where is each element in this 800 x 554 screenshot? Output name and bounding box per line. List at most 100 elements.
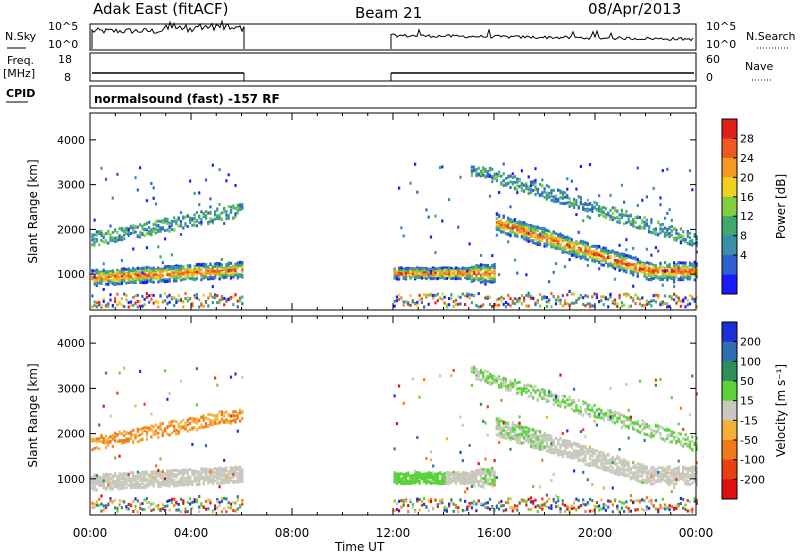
vel-cell bbox=[218, 481, 221, 485]
power-cell bbox=[218, 277, 221, 281]
vel-cell bbox=[429, 481, 433, 485]
power-cell bbox=[493, 280, 496, 284]
power-cell bbox=[609, 254, 612, 258]
power-cell bbox=[602, 303, 605, 307]
power-cell bbox=[666, 227, 669, 231]
vel-cell bbox=[118, 439, 121, 443]
power-cell bbox=[586, 242, 589, 246]
power-cell bbox=[139, 223, 142, 227]
power-cell bbox=[393, 275, 396, 279]
power-cell bbox=[477, 305, 480, 309]
power-cell bbox=[613, 267, 617, 271]
vel-cell bbox=[470, 501, 473, 505]
vel-cell bbox=[229, 419, 233, 423]
power-cell bbox=[620, 265, 623, 269]
vel-cell bbox=[129, 430, 133, 434]
power-cell bbox=[623, 257, 626, 261]
vel-cell bbox=[200, 476, 203, 480]
power-cell bbox=[609, 263, 612, 267]
power-cell bbox=[511, 172, 514, 176]
power-cell bbox=[236, 266, 239, 270]
power-cell bbox=[532, 180, 535, 184]
power-cell bbox=[166, 279, 169, 283]
power-cell bbox=[677, 299, 680, 303]
power-cell bbox=[477, 277, 480, 280]
power-cell bbox=[652, 228, 655, 232]
vel-cell bbox=[102, 486, 105, 490]
power-cell bbox=[563, 195, 567, 199]
power-cell bbox=[220, 263, 223, 267]
vel-cell bbox=[166, 473, 169, 477]
power-cell bbox=[236, 274, 239, 278]
power-cell bbox=[625, 292, 628, 296]
vel-cell bbox=[427, 480, 430, 484]
power-cell bbox=[557, 199, 560, 203]
power-cell bbox=[557, 295, 560, 299]
vel-cell bbox=[173, 475, 176, 478]
power-cell bbox=[693, 299, 696, 303]
power-ytick-label: 2000 bbox=[57, 223, 85, 236]
power-cell bbox=[684, 268, 687, 272]
power-cell bbox=[543, 235, 546, 239]
vel-cell bbox=[198, 482, 201, 486]
power-cell bbox=[520, 230, 523, 234]
vel-cell bbox=[179, 470, 183, 474]
power-cell bbox=[491, 254, 494, 258]
power-cell bbox=[214, 269, 217, 273]
power-cell bbox=[116, 268, 119, 272]
vel-cell bbox=[186, 483, 189, 487]
vel-cell bbox=[241, 478, 244, 482]
vel-cell bbox=[416, 476, 419, 479]
power-cell bbox=[538, 293, 542, 297]
vel-cell bbox=[479, 467, 483, 471]
vel-cell bbox=[427, 475, 430, 478]
power-cell bbox=[554, 242, 558, 245]
power-cell bbox=[557, 188, 560, 192]
vel-cell bbox=[100, 509, 103, 513]
power-cell bbox=[675, 228, 678, 232]
power-cell bbox=[570, 204, 573, 208]
power-cell bbox=[111, 281, 114, 285]
power-cell bbox=[454, 266, 458, 270]
power-cell bbox=[693, 273, 696, 277]
power-cell bbox=[595, 245, 598, 249]
power-cell bbox=[175, 279, 178, 283]
power-cell bbox=[434, 276, 437, 280]
power-cell bbox=[593, 252, 596, 256]
power-cell bbox=[552, 245, 555, 249]
vel-cell bbox=[239, 474, 242, 478]
power-cell bbox=[143, 227, 146, 231]
power-cell bbox=[93, 244, 96, 247]
vel-cell bbox=[227, 473, 230, 477]
vel-cell bbox=[407, 473, 410, 477]
power-cell bbox=[666, 229, 669, 233]
power-cell bbox=[516, 300, 519, 304]
power-cell bbox=[193, 295, 196, 299]
power-cell bbox=[593, 200, 596, 204]
power-cell bbox=[434, 270, 437, 273]
power-cell bbox=[634, 266, 637, 270]
power-cell bbox=[545, 184, 548, 188]
power-cell bbox=[104, 240, 108, 244]
power-cell bbox=[209, 276, 212, 280]
power-cell bbox=[439, 166, 442, 170]
power-cell bbox=[120, 238, 123, 242]
power-cell bbox=[620, 267, 623, 271]
vel-cell bbox=[168, 499, 171, 502]
power-cell bbox=[468, 293, 471, 296]
vel-cell bbox=[189, 480, 192, 484]
vel-cell bbox=[91, 486, 94, 490]
vel-cell bbox=[143, 470, 146, 474]
power-cell bbox=[100, 277, 103, 281]
power-cell bbox=[520, 183, 523, 187]
power-cell bbox=[532, 239, 535, 243]
vel-cell bbox=[461, 481, 464, 485]
power-cell bbox=[500, 226, 503, 230]
beam-title: Beam 21 bbox=[355, 4, 422, 22]
power-cell bbox=[575, 241, 578, 245]
vel-cell bbox=[220, 510, 223, 514]
power-cell bbox=[600, 295, 603, 299]
power-cell bbox=[584, 252, 587, 256]
vel-cell bbox=[470, 470, 473, 473]
